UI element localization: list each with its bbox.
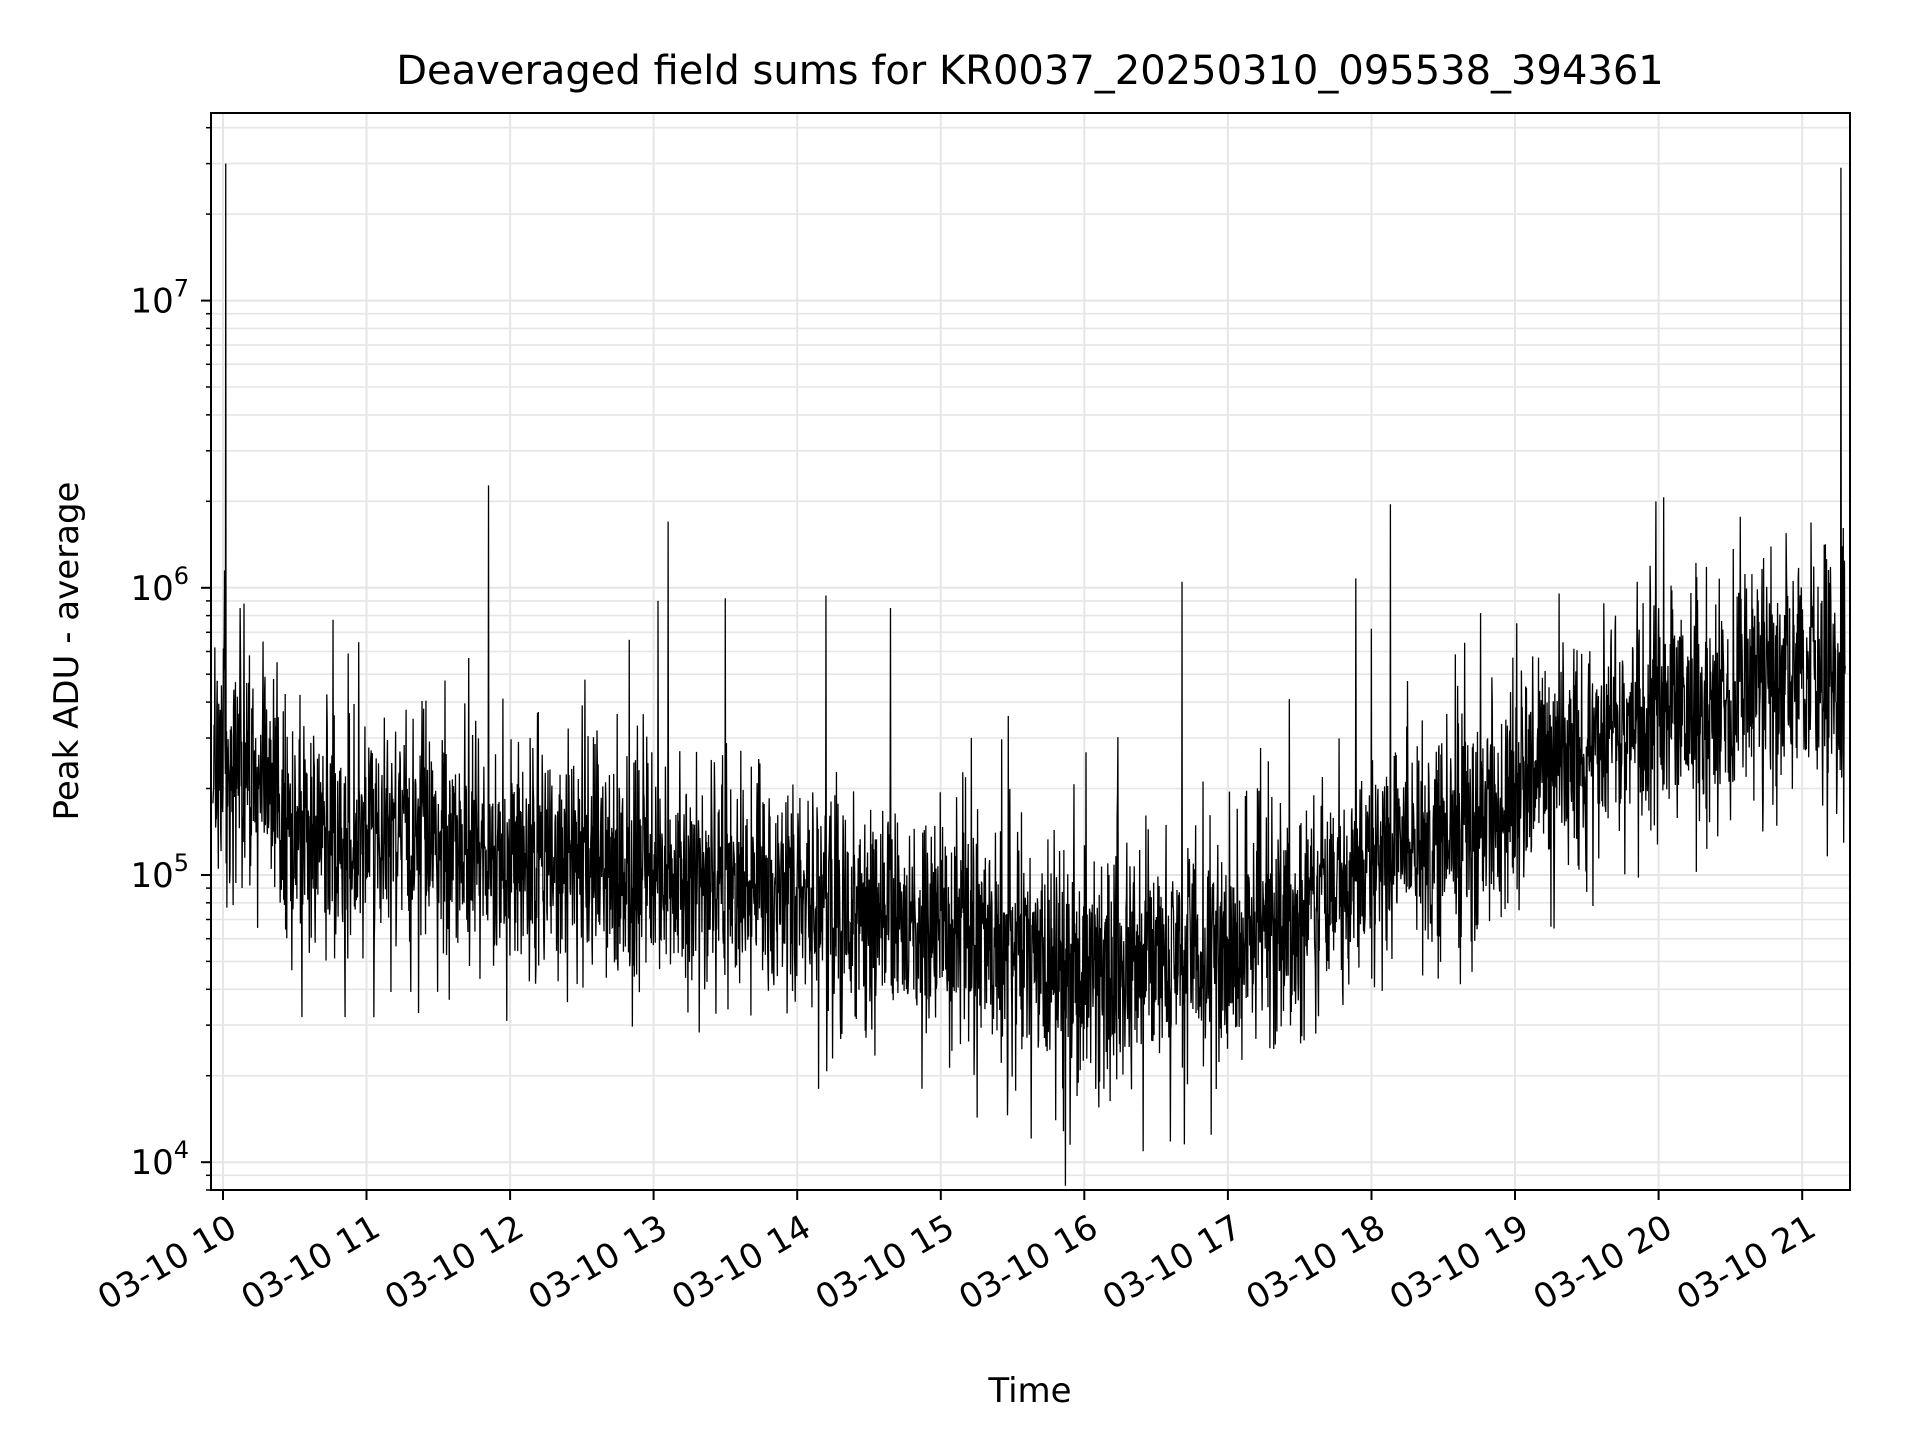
y-tick-label: 104 [130,1136,189,1183]
y-axis-label: Peak ADU - average [47,482,87,821]
y-tick-label: 107 [130,275,189,322]
y-tick-label: 105 [130,849,189,896]
chart-title: Deaveraged field sums for KR0037_2025031… [396,48,1664,94]
x-axis-label: Time [987,1371,1071,1411]
series-layer [212,163,1846,1186]
y-tick-label: 106 [130,562,189,609]
series-line [212,163,1846,1186]
